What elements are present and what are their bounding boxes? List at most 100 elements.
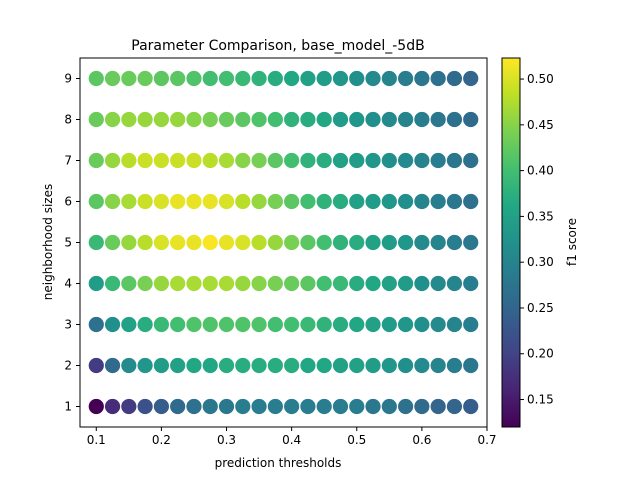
data-point <box>170 316 186 333</box>
data-point <box>463 234 479 251</box>
data-point <box>153 70 169 87</box>
data-point <box>414 398 430 415</box>
data-point <box>235 234 251 251</box>
x-tick-label: 0.1 <box>87 433 106 447</box>
colorbar-tick-label: 0.25 <box>527 301 554 315</box>
data-point <box>284 152 300 169</box>
colorbar-tick-label: 0.45 <box>527 118 554 132</box>
data-point <box>365 193 381 210</box>
data-point <box>88 111 104 128</box>
data-point <box>186 275 202 292</box>
data-point <box>267 193 283 210</box>
data-point <box>398 357 414 374</box>
x-tick-label: 0.3 <box>217 433 236 447</box>
data-point <box>398 398 414 415</box>
data-point <box>153 234 169 251</box>
data-point <box>235 111 251 128</box>
x-axis-ticks: 0.1 0.2 0.3 0.4 0.5 0.6 0.7 <box>87 427 497 447</box>
data-point <box>202 357 218 374</box>
data-point <box>398 234 414 251</box>
data-point <box>300 234 316 251</box>
data-point <box>202 193 218 210</box>
data-point <box>284 193 300 210</box>
data-point <box>446 316 463 333</box>
y-tick-label: 5 <box>64 236 72 250</box>
data-point <box>414 357 430 374</box>
data-point <box>88 398 104 415</box>
colorbar-label: f1 score <box>565 218 579 266</box>
data-point <box>332 193 349 210</box>
data-point <box>88 275 104 292</box>
data-point <box>349 111 365 128</box>
data-point <box>349 234 365 251</box>
data-point <box>446 398 463 415</box>
data-point <box>218 398 235 415</box>
data-point <box>137 234 153 251</box>
data-point <box>218 316 235 333</box>
data-point <box>121 111 137 128</box>
data-point <box>104 111 121 128</box>
data-point <box>153 357 169 374</box>
data-point <box>202 275 218 292</box>
data-point <box>153 111 169 128</box>
data-point <box>121 357 137 374</box>
data-point <box>170 234 186 251</box>
data-point <box>186 357 202 374</box>
data-point <box>153 398 169 415</box>
colorbar-tick-label: 0.40 <box>527 164 554 178</box>
data-point <box>365 111 381 128</box>
data-point <box>153 275 169 292</box>
data-point <box>316 316 332 333</box>
y-tick-label: 9 <box>64 72 72 86</box>
data-point <box>365 152 381 169</box>
data-point <box>186 316 202 333</box>
chart-title: Parameter Comparison, base_model_-5dB <box>131 38 424 54</box>
data-point <box>332 357 349 374</box>
data-point <box>430 357 446 374</box>
data-point <box>235 152 251 169</box>
data-point <box>251 193 267 210</box>
colorbar-ticks: 0.15 0.20 0.25 0.30 0.35 0.40 0.45 0.50 <box>520 72 554 407</box>
data-point <box>398 316 414 333</box>
data-point <box>218 234 235 251</box>
data-point <box>104 152 121 169</box>
y-tick-label: 2 <box>64 359 72 373</box>
data-point <box>104 357 121 374</box>
data-point <box>235 275 251 292</box>
data-point <box>446 152 463 169</box>
data-point <box>381 152 397 169</box>
data-point <box>186 70 202 87</box>
x-tick-label: 0.6 <box>412 433 431 447</box>
data-point <box>446 357 463 374</box>
data-point <box>251 398 267 415</box>
data-point <box>300 193 316 210</box>
data-point <box>284 398 300 415</box>
colorbar-tick-label: 0.15 <box>527 393 554 407</box>
data-point <box>381 275 397 292</box>
data-point <box>430 193 446 210</box>
data-point <box>430 275 446 292</box>
data-point <box>430 70 446 87</box>
data-point <box>251 111 267 128</box>
data-point <box>170 152 186 169</box>
data-point <box>186 398 202 415</box>
data-point <box>170 111 186 128</box>
data-point <box>381 357 397 374</box>
data-point <box>137 275 153 292</box>
data-point <box>349 316 365 333</box>
data-point <box>316 111 332 128</box>
data-point <box>349 152 365 169</box>
data-point <box>365 398 381 415</box>
y-tick-label: 6 <box>64 195 72 209</box>
data-point <box>251 234 267 251</box>
data-point <box>104 70 121 87</box>
data-point <box>430 111 446 128</box>
data-point <box>251 152 267 169</box>
data-point <box>137 357 153 374</box>
data-point <box>398 275 414 292</box>
data-point <box>88 193 104 210</box>
data-point <box>284 70 300 87</box>
data-point <box>153 152 169 169</box>
data-point <box>267 316 283 333</box>
data-point <box>365 316 381 333</box>
